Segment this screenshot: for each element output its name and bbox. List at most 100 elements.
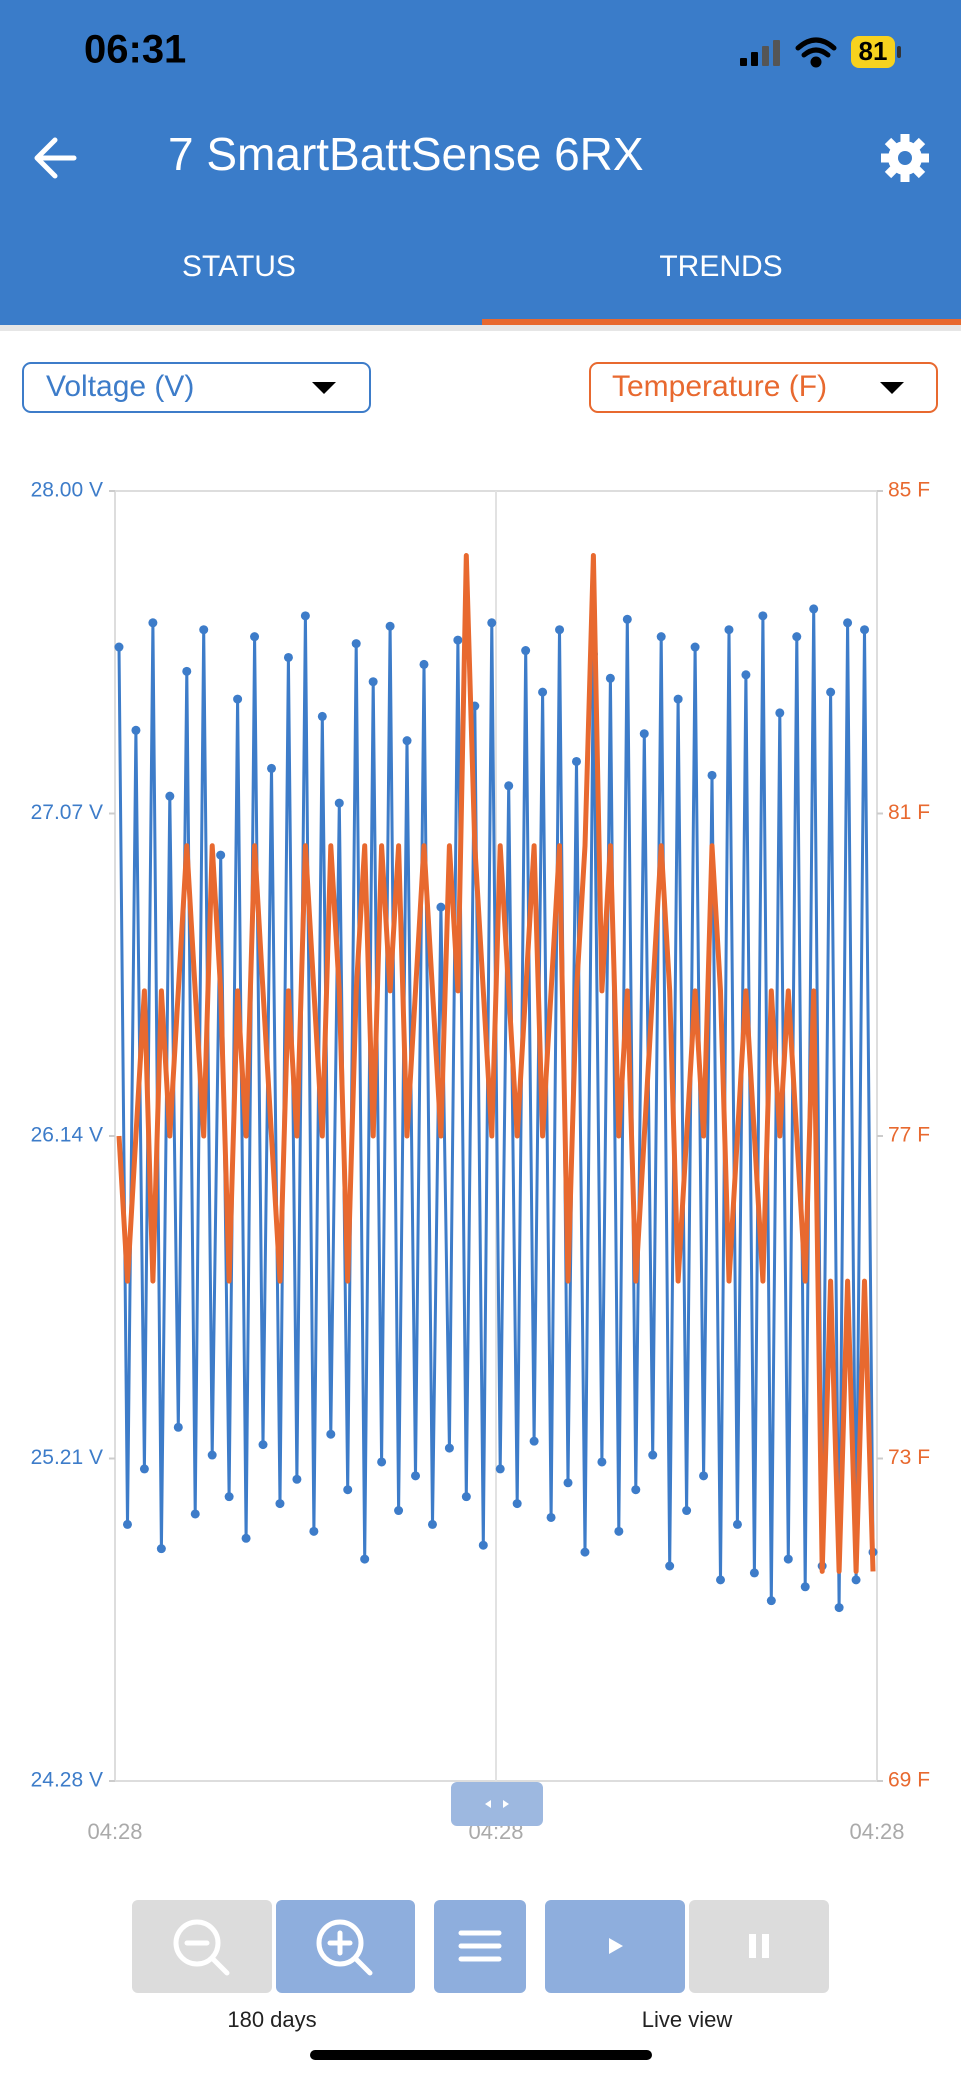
data-point [563, 1478, 573, 1488]
data-point [216, 850, 226, 860]
y2-tick-label: 73 F [888, 1446, 930, 1469]
dropdown-caret [312, 382, 336, 394]
data-point [699, 1471, 709, 1481]
back-button[interactable] [34, 137, 77, 179]
data-point [749, 1568, 759, 1578]
pan-handle[interactable] [451, 1782, 543, 1826]
left-selector[interactable] [22, 362, 371, 413]
data-point [800, 1582, 810, 1592]
tab-trends[interactable]: TRENDS [659, 250, 782, 283]
data-point [360, 1554, 370, 1564]
data-point [368, 677, 378, 687]
plot: 24.28 V 25.21 V 26.14 V 27.07 V 28.00 V 69 F 7… [31, 479, 930, 1844]
data-point [309, 1526, 319, 1536]
data-point [436, 902, 446, 912]
data-point [173, 1422, 183, 1432]
data-point [165, 791, 175, 801]
pan-arrows [485, 1800, 509, 1808]
data-point [411, 1471, 421, 1481]
y-tick-label: 28.00 V [31, 479, 103, 502]
wifi-icon [795, 37, 837, 68]
y2-tick-label: 85 F [888, 479, 930, 502]
status-time: 06:31 [84, 28, 186, 72]
data-point [597, 1457, 607, 1467]
y-tick-label: 27.07 V [31, 801, 103, 824]
play-icon [609, 1938, 623, 1954]
data-point [182, 666, 192, 676]
data-point [783, 1554, 793, 1564]
data-point [241, 1533, 251, 1543]
data-point [521, 646, 531, 656]
data-point [343, 1485, 353, 1495]
data-point [571, 756, 581, 766]
battery-tip [897, 46, 901, 58]
data-point [283, 652, 293, 662]
data-point [114, 642, 124, 652]
data-point [758, 611, 768, 621]
series-line [116, 553, 876, 1574]
x-tick-label: 04:28 [849, 1819, 904, 1844]
data-point [605, 673, 615, 683]
y-tick-label: 26.14 V [31, 1124, 103, 1147]
data-point [690, 642, 700, 652]
data-point [834, 1603, 844, 1613]
data-point [622, 614, 632, 624]
data-point [190, 1509, 200, 1519]
data-point [461, 1492, 471, 1502]
data-point [716, 1575, 726, 1585]
zoom-out-button[interactable] [132, 1900, 272, 1993]
data-point [665, 1561, 675, 1571]
data-point [326, 1429, 336, 1439]
zoom-range-label: 180 days [227, 2007, 316, 2032]
data-point [673, 694, 683, 704]
data-point [131, 725, 141, 735]
data-point [512, 1499, 522, 1509]
data-point [546, 1512, 556, 1522]
data-point [233, 694, 243, 704]
pause-button[interactable] [689, 1900, 829, 1993]
data-point [826, 687, 836, 697]
data-point [334, 798, 344, 808]
home-indicator [310, 2050, 652, 2060]
live-view-label: Live view [642, 2007, 733, 2032]
data-point [156, 1544, 166, 1554]
data-point [292, 1474, 302, 1484]
right-selector[interactable] [589, 362, 938, 413]
data-point [148, 618, 158, 628]
settings-button[interactable] [881, 134, 929, 182]
data-point [809, 604, 819, 614]
tab-indicator [482, 319, 961, 325]
data-point [707, 770, 717, 780]
data-point [614, 1526, 624, 1536]
data-point [478, 1540, 488, 1550]
device-title: 7 SmartBattSense 6RX [168, 128, 644, 180]
data-point [766, 1596, 776, 1606]
data-point [724, 625, 734, 635]
data-point [487, 618, 497, 628]
data-point [775, 708, 785, 718]
battery-icon [851, 36, 895, 68]
y2-tick-label: 69 F [888, 1769, 930, 1792]
right-selector-label: Temperature (F) [612, 370, 827, 403]
data-point [224, 1492, 234, 1502]
menu-icon [458, 1930, 502, 1962]
pause-icon [749, 1934, 769, 1958]
data-point [792, 632, 802, 642]
battery-level: 81 [859, 36, 888, 66]
zoom-in-button[interactable] [276, 1900, 415, 1993]
data-point [860, 625, 870, 635]
y-tick-label: 25.21 V [31, 1446, 103, 1469]
signal-icon [740, 40, 780, 66]
data-point [207, 1450, 217, 1460]
zoom-in-icon [316, 1919, 373, 1976]
data-point [453, 635, 463, 645]
data-point [732, 1519, 742, 1529]
data-point [402, 736, 412, 746]
dropdown-caret [880, 382, 904, 394]
data-point [639, 729, 649, 739]
data-point [504, 781, 514, 791]
x-tick-label: 04:28 [87, 1819, 142, 1844]
tab-status[interactable]: STATUS [182, 250, 296, 283]
data-point [377, 1457, 387, 1467]
data-point [538, 687, 548, 697]
